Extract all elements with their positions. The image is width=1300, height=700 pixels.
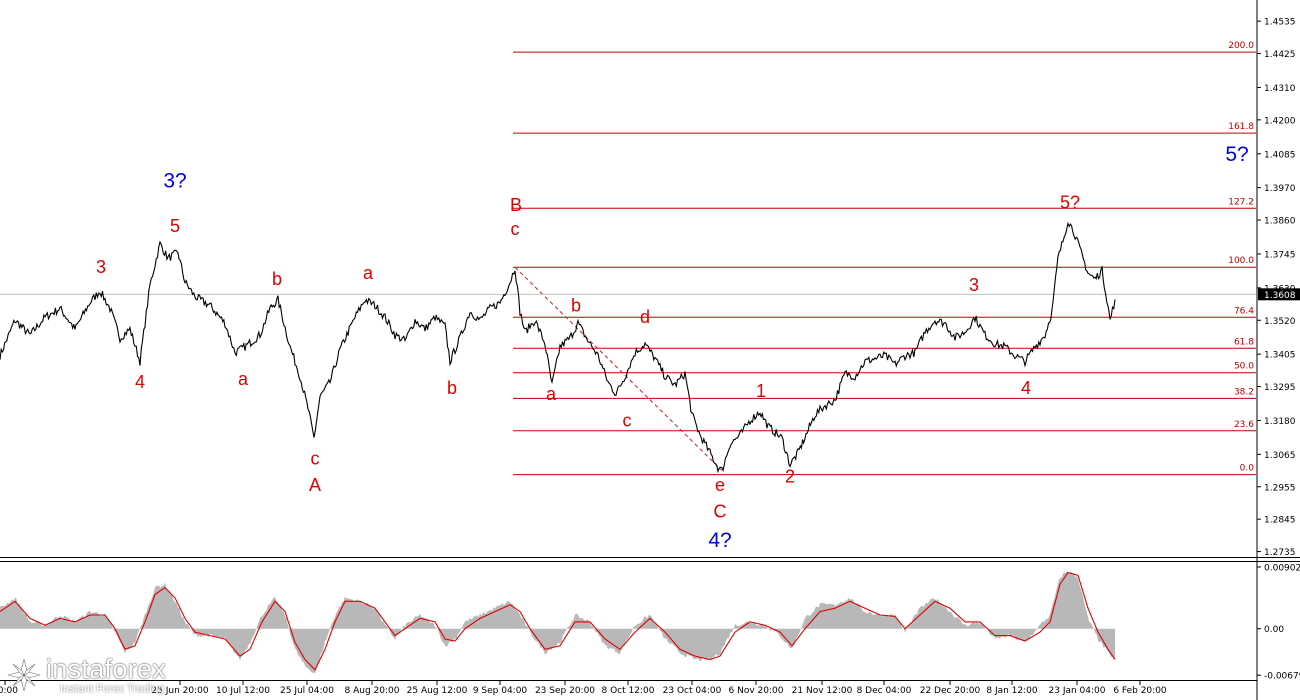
price-tick-label-13: 1.3065: [1264, 451, 1296, 461]
wave-label-11: c: [511, 219, 520, 239]
fib-level-label-7: 38.2: [1234, 387, 1254, 397]
wave-label-4: a: [238, 369, 249, 389]
price-tick-label-5: 1.3970: [1264, 184, 1296, 194]
instaforex-logo-icon: [7, 658, 41, 692]
wave-label-19: C: [714, 502, 727, 522]
wave-label-16: 1: [756, 381, 766, 401]
price-tick-label-3: 1.4200: [1264, 116, 1296, 126]
wave-label-1: 4: [135, 372, 145, 392]
wave-label-24: 5?: [1225, 143, 1248, 166]
price-tick-label-9: 1.3520: [1264, 317, 1296, 327]
time-tick-label-11: 21 Nov 12:00: [792, 686, 853, 696]
wave-label-8: a: [363, 263, 374, 283]
time-tick-label-13: 22 Dec 20:00: [920, 686, 981, 696]
wave-label-9: b: [447, 378, 457, 398]
price-tick-label-2: 1.4310: [1264, 84, 1296, 94]
price-tick-label-0: 1.4535: [1264, 18, 1296, 28]
osc-tick-label-0: 0.00902: [1264, 563, 1300, 573]
time-tick-label-2: 10 Jul 12:00: [216, 686, 270, 696]
time-tick-label-8: 8 Oct 12:00: [602, 686, 655, 696]
fibonacci-levels: 200.0 161.8 127.2 100.0 76.4 61.8 50.0 38.2 23.6…: [513, 41, 1256, 476]
wave-label-23: 5?: [1060, 192, 1080, 212]
time-tick-label-6: 9 Sep 04:00: [473, 686, 528, 696]
wave-label-17: e: [715, 475, 725, 495]
time-tick-label-10: 6 Nov 20:00: [729, 686, 784, 696]
fib-level-label-8: 23.6: [1234, 420, 1254, 430]
time-tick-label-9: 23 Oct 04:00: [663, 686, 722, 696]
fib-level-label-6: 50.0: [1234, 362, 1254, 372]
logo-brand-name: instaforex: [46, 654, 167, 684]
price-tick-label-16: 1.2735: [1264, 548, 1296, 558]
osc-tick-label-2: -0.00679: [1264, 672, 1300, 682]
price-tick-label-10: 1.3405: [1264, 351, 1296, 361]
current-price-tag: 1.3608: [1258, 288, 1300, 301]
wave-label-10: B: [510, 195, 522, 215]
oscillator-signal-line: [0, 571, 1116, 671]
fib-level-label-3: 100.0: [1228, 256, 1254, 266]
logo-tagline: Instant Forex Trading: [60, 683, 164, 695]
time-axis: 20:00 25 Jun 20:00 10 Jul 12:00 25 Jul 04:0…: [0, 681, 1167, 696]
price-tick-label-11: 1.3295: [1264, 383, 1296, 393]
time-tick-label-4: 8 Aug 20:00: [345, 686, 400, 696]
price-series-line: [0, 221, 1116, 474]
price-tick-label-1: 1.4425: [1264, 50, 1296, 60]
fib-level-label-5: 61.8: [1234, 337, 1254, 347]
fib-level-label-2: 127.2: [1228, 197, 1254, 207]
wave-label-15: c: [623, 410, 632, 430]
price-tick-label-15: 1.2845: [1264, 516, 1296, 526]
time-tick-label-3: 25 Jul 04:00: [280, 686, 334, 696]
price-tick-label-6: 1.3860: [1264, 217, 1296, 227]
time-tick-label-16: 6 Feb 20:00: [1113, 686, 1167, 696]
wave-label-21: 3: [969, 275, 979, 295]
fibonacci-trendline: [514, 266, 723, 471]
wave-label-2: 3?: [163, 170, 186, 193]
time-tick-label-0: 20:00: [0, 686, 18, 696]
wave-label-5: b: [272, 269, 282, 289]
price-tick-label-14: 1.2955: [1264, 483, 1296, 493]
price-tick-label-12: 1.3180: [1264, 417, 1296, 427]
wave-label-14: d: [640, 307, 650, 327]
osc-tick-label-1: 0.00: [1264, 625, 1284, 635]
instaforex-logo: instaforex Instant Forex Trading: [6, 655, 166, 695]
time-tick-label-15: 23 Jan 04:00: [1049, 686, 1106, 696]
oscillator-histogram: [0, 571, 1115, 674]
oscillator-axis: 0.00902 0.00 -0.00679: [1257, 563, 1300, 682]
price-tick-label-7: 1.3745: [1264, 250, 1296, 260]
wave-label-22: 4: [1021, 378, 1031, 398]
price-tick-label-4: 1.4085: [1264, 150, 1296, 160]
fib-level-label-1: 161.8: [1228, 122, 1254, 132]
wave-label-18: 2: [785, 466, 795, 486]
wave-label-6: c: [311, 449, 320, 469]
wave-label-3: 5: [170, 216, 180, 236]
wave-label-13: a: [546, 384, 557, 404]
fib-level-label-0: 200.0: [1228, 41, 1254, 51]
time-tick-label-5: 25 Aug 12:00: [407, 686, 468, 696]
time-tick-label-14: 8 Jan 12:00: [986, 686, 1038, 696]
wave-label-20: 4?: [708, 529, 731, 552]
fib-level-label-4: 76.4: [1234, 306, 1254, 316]
wave-label-7: A: [309, 475, 321, 495]
time-tick-label-1: 25 Jun 20:00: [151, 686, 208, 696]
fib-level-label-9: 0.0: [1240, 464, 1255, 474]
wave-label-0: 3: [96, 257, 106, 277]
wave-label-12: b: [571, 295, 581, 315]
current-price-label: 1.3608: [1264, 291, 1296, 301]
time-tick-label-12: 8 Dec 04:00: [857, 686, 912, 696]
time-tick-label-7: 23 Sep 20:00: [535, 686, 595, 696]
